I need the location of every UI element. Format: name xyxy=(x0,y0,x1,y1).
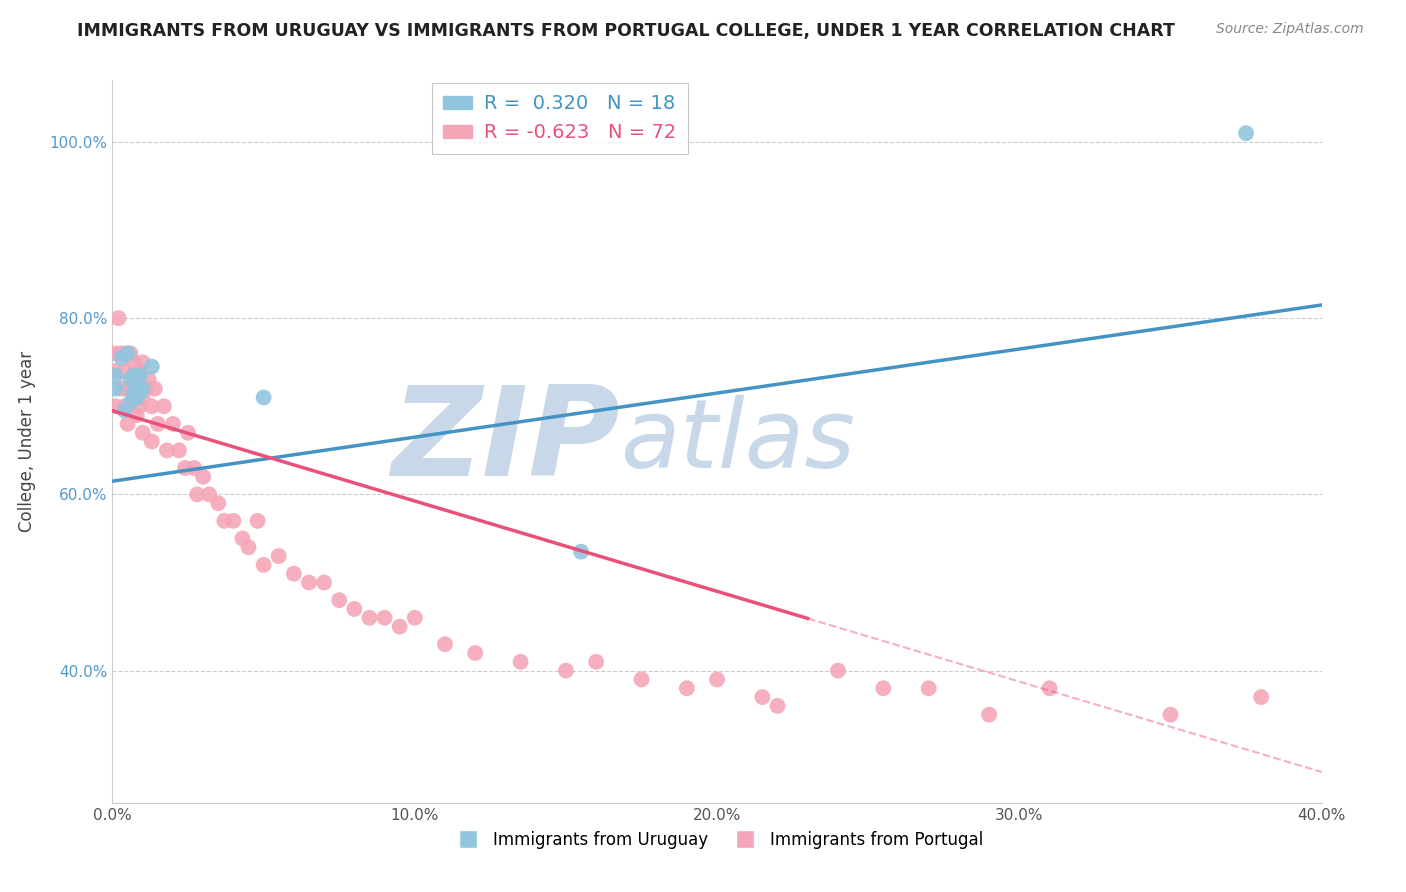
Point xyxy=(162,417,184,431)
Point xyxy=(433,637,456,651)
Point xyxy=(464,646,486,660)
Point xyxy=(231,532,253,546)
Point xyxy=(125,373,148,387)
Point xyxy=(120,382,142,396)
Point xyxy=(117,382,139,396)
Point xyxy=(1038,681,1062,696)
Point xyxy=(120,395,142,409)
Text: IMMIGRANTS FROM URUGUAY VS IMMIGRANTS FROM PORTUGAL COLLEGE, UNDER 1 YEAR CORREL: IMMIGRANTS FROM URUGUAY VS IMMIGRANTS FR… xyxy=(77,22,1175,40)
Point xyxy=(132,391,155,405)
Point xyxy=(141,434,163,449)
Point xyxy=(569,544,592,558)
Point xyxy=(146,417,169,431)
Point xyxy=(214,514,236,528)
Point xyxy=(298,575,321,590)
Point xyxy=(222,514,245,528)
Point xyxy=(198,487,221,501)
Point xyxy=(104,368,127,383)
Point xyxy=(253,558,276,572)
Point xyxy=(328,593,350,607)
Point xyxy=(143,382,166,396)
Point xyxy=(585,655,607,669)
Point xyxy=(110,351,132,365)
Point xyxy=(120,346,142,360)
Point xyxy=(128,386,150,401)
Point xyxy=(132,355,155,369)
Point xyxy=(110,346,132,360)
Point xyxy=(283,566,305,581)
Point xyxy=(114,364,136,378)
Point xyxy=(128,368,150,383)
Point xyxy=(107,311,129,326)
Point xyxy=(125,408,148,422)
Point xyxy=(751,690,773,704)
Point xyxy=(167,443,190,458)
Point xyxy=(138,373,160,387)
Point xyxy=(253,391,276,405)
Point xyxy=(630,673,652,687)
Point xyxy=(122,355,145,369)
Point xyxy=(191,470,214,484)
Point xyxy=(554,664,576,678)
Point xyxy=(675,681,697,696)
Point xyxy=(114,399,136,413)
Point xyxy=(827,664,849,678)
Point xyxy=(104,346,127,360)
Point xyxy=(174,461,197,475)
Point xyxy=(872,681,894,696)
Point xyxy=(404,611,426,625)
Text: atlas: atlas xyxy=(620,395,855,488)
Point xyxy=(509,655,531,669)
Point xyxy=(314,575,336,590)
Point xyxy=(117,346,139,360)
Text: Source: ZipAtlas.com: Source: ZipAtlas.com xyxy=(1216,22,1364,37)
Text: ZIP: ZIP xyxy=(392,381,620,502)
Point xyxy=(135,382,157,396)
Point xyxy=(1159,707,1181,722)
Point xyxy=(267,549,290,563)
Point xyxy=(766,698,789,713)
Point xyxy=(125,391,148,405)
Point xyxy=(132,425,155,440)
Point xyxy=(122,391,145,405)
Point xyxy=(186,487,208,501)
Point xyxy=(104,364,127,378)
Point xyxy=(141,399,163,413)
Point xyxy=(918,681,941,696)
Point xyxy=(117,417,139,431)
Point xyxy=(128,399,150,413)
Point xyxy=(110,382,132,396)
Point xyxy=(207,496,229,510)
Point xyxy=(359,611,381,625)
Point xyxy=(122,386,145,401)
Point xyxy=(977,707,1000,722)
Y-axis label: College, Under 1 year: College, Under 1 year xyxy=(18,351,35,533)
Point xyxy=(343,602,366,616)
Point xyxy=(1250,690,1272,704)
Point xyxy=(104,382,127,396)
Point xyxy=(374,611,396,625)
Point xyxy=(706,673,728,687)
Point xyxy=(114,403,136,417)
Point xyxy=(141,359,163,374)
Point xyxy=(156,443,179,458)
Point xyxy=(120,373,142,387)
Point xyxy=(183,461,205,475)
Point xyxy=(177,425,200,440)
Point xyxy=(153,399,176,413)
Point xyxy=(128,364,150,378)
Point xyxy=(125,373,148,387)
Point xyxy=(122,368,145,383)
Point xyxy=(238,541,260,555)
Point xyxy=(117,346,139,360)
Point xyxy=(104,399,127,413)
Point xyxy=(1234,126,1257,140)
Legend: Immigrants from Uruguay, Immigrants from Portugal: Immigrants from Uruguay, Immigrants from… xyxy=(444,824,990,856)
Point xyxy=(246,514,269,528)
Point xyxy=(132,382,155,396)
Point xyxy=(388,619,411,633)
